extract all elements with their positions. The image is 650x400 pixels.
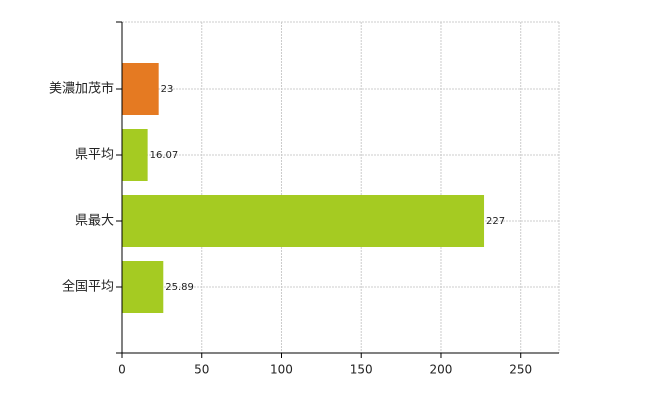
bar [122, 261, 164, 313]
bar [122, 63, 159, 115]
y-tick-label: 県平均 [75, 148, 114, 163]
x-tick-label: 200 [430, 363, 453, 377]
value-label: 16.07 [150, 150, 179, 161]
x-tick-label: 250 [509, 363, 532, 377]
x-tick-label: 50 [194, 363, 209, 377]
y-tick-label: 全国平均 [62, 279, 114, 295]
x-tick-label: 0 [118, 363, 126, 377]
value-label: 25.89 [165, 282, 194, 293]
value-label: 23 [161, 84, 174, 95]
x-tick-label: 150 [350, 363, 373, 377]
bar [122, 195, 485, 247]
y-tick-label: 県最大 [75, 214, 114, 229]
bar [122, 129, 148, 181]
value-label: 227 [486, 216, 505, 227]
y-tick-label: 美濃加茂市 [49, 81, 114, 97]
x-tick-label: 100 [270, 363, 293, 377]
